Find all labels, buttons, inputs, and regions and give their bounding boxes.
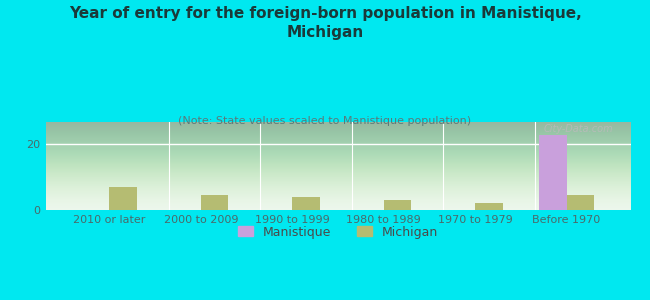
Bar: [384, 200, 411, 210]
Bar: [539, 135, 567, 210]
Bar: [292, 197, 320, 210]
Bar: [109, 187, 137, 210]
Text: (Note: State values scaled to Manistique population): (Note: State values scaled to Manistique…: [179, 116, 471, 125]
Bar: [201, 195, 228, 210]
Bar: [567, 195, 594, 210]
Text: City-Data.com: City-Data.com: [543, 124, 613, 134]
Text: Year of entry for the foreign-born population in Manistique,
Michigan: Year of entry for the foreign-born popul…: [69, 6, 581, 40]
Bar: [475, 203, 502, 210]
Legend: Manistique, Michigan: Manistique, Michigan: [233, 220, 443, 244]
